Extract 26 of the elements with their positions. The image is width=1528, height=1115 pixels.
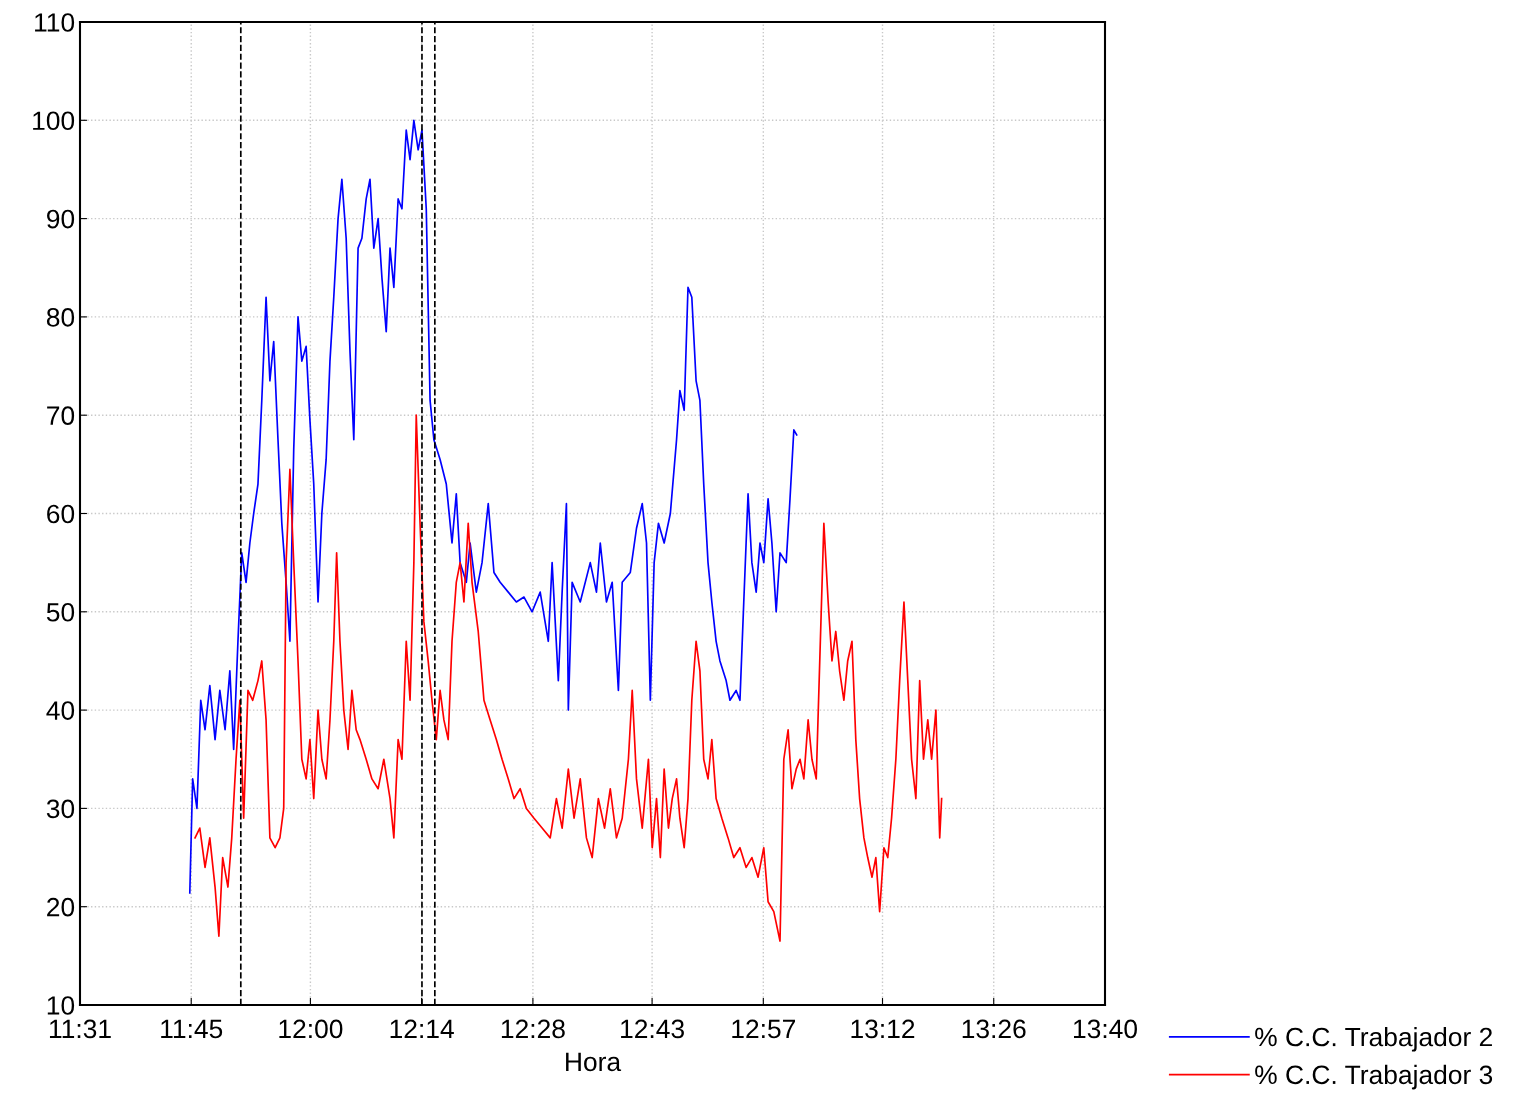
y-tick-label: 10 xyxy=(47,996,75,1015)
line-series xyxy=(188,119,798,894)
x-tick-label: 12:28 xyxy=(501,1019,565,1039)
y-tick-label: 100 xyxy=(33,111,75,131)
legend-label: % C.C. Trabajador 2 xyxy=(1255,1026,1492,1052)
x-tick-label: 11:31 xyxy=(49,1019,111,1039)
legend-label: % C.C. Trabajador 3 xyxy=(1255,1064,1493,1090)
x-tick-label: 11:45 xyxy=(161,1019,223,1039)
x-tick-label: 13:40 xyxy=(1074,1019,1137,1039)
x-tick-label: 13:12 xyxy=(851,1019,915,1039)
y-tick-label: 30 xyxy=(46,799,75,819)
line-series xyxy=(194,414,943,942)
y-tick-label: 80 xyxy=(46,308,75,327)
y-tick-label: 70 xyxy=(47,406,75,426)
x-axis-title: Hora xyxy=(566,1052,622,1072)
y-tick-label: 50 xyxy=(46,602,75,622)
x-tick-label: 12:43 xyxy=(621,1019,684,1039)
y-tick-label: 110 xyxy=(35,13,75,32)
y-tick-label: 90 xyxy=(47,209,75,229)
x-tick-label: 13:26 xyxy=(962,1019,1026,1039)
y-tick-label: 20 xyxy=(47,897,75,917)
x-tick-label: 12:14 xyxy=(390,1019,454,1039)
x-tick-label: 12:57 xyxy=(732,1019,796,1039)
x-tick-label: 12:00 xyxy=(279,1019,343,1039)
y-tick-label: 40 xyxy=(46,701,75,720)
y-tick-label: 60 xyxy=(47,504,75,524)
